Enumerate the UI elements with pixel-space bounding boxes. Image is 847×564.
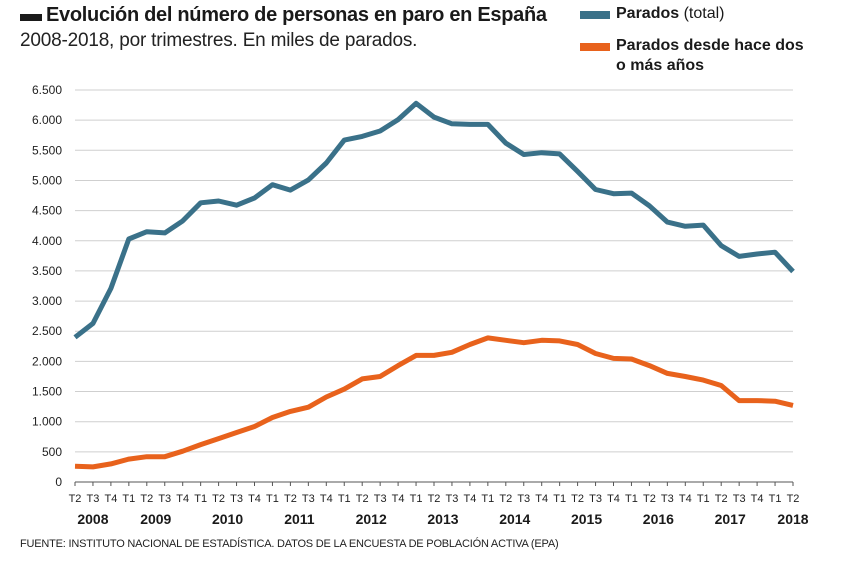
- legend-label-long-term: Parados desde hace dos o más años: [616, 37, 804, 74]
- x-tick-label: T3: [517, 493, 530, 505]
- series-line-long-term: [74, 335, 794, 470]
- x-tick-label: T3: [230, 493, 243, 505]
- x-tick-label: T1: [194, 493, 207, 505]
- x-tick-label: T2: [428, 493, 441, 505]
- x-tick-label: T1: [769, 493, 782, 505]
- legend-item-total: Parados (total): [580, 4, 840, 24]
- x-tick-label: T4: [679, 493, 692, 505]
- chart-legend: Parados (total) Parados desde hace dos o…: [580, 4, 840, 88]
- y-tick-label: 2.500: [32, 324, 62, 338]
- y-tick-label: 5.000: [32, 173, 62, 187]
- chart-subtitle: 2008-2018, por trimestres. En miles de p…: [20, 30, 418, 51]
- x-tick-label: T1: [122, 493, 135, 505]
- legend-swatch-long-term: [580, 43, 610, 51]
- chart-header: Evolución del número de personas en paro…: [20, 4, 560, 52]
- x-tick-label: T1: [410, 493, 423, 505]
- x-tick-label: T3: [87, 493, 100, 505]
- year-label: 2010: [212, 511, 243, 527]
- legend-swatch-total: [580, 11, 610, 19]
- x-tick-label: T2: [715, 493, 728, 505]
- x-tick-label: T4: [176, 493, 189, 505]
- x-tick-label: T1: [338, 493, 351, 505]
- x-tick-label: T2: [356, 493, 369, 505]
- x-tick-label: T1: [553, 493, 566, 505]
- x-tick-label: T4: [607, 493, 620, 505]
- y-tick-label: 3.000: [32, 294, 62, 308]
- x-tick-label: T4: [463, 493, 476, 505]
- x-tick-label: T1: [481, 493, 494, 505]
- legend-label-total: Parados (total): [616, 4, 725, 24]
- x-tick-label: T4: [392, 493, 405, 505]
- x-tick-label: T2: [284, 493, 297, 505]
- legend-label-total-sub: (total): [683, 5, 725, 22]
- x-tick-label: T2: [212, 493, 225, 505]
- x-tick-label: T4: [320, 493, 333, 505]
- legend-label-total-main: Parados: [616, 5, 680, 22]
- year-label: 2009: [140, 511, 171, 527]
- x-tick-label: T3: [374, 493, 387, 505]
- y-tick-label: 4.000: [32, 234, 62, 248]
- x-tick-label: T3: [661, 493, 674, 505]
- x-tick-label: T4: [751, 493, 764, 505]
- year-label: 2014: [499, 511, 530, 527]
- y-tick-label: 2.000: [32, 354, 62, 368]
- y-tick-label: 1.000: [32, 415, 62, 429]
- year-label: 2018: [777, 511, 808, 527]
- x-tick-label: T2: [140, 493, 153, 505]
- x-tick-label: T2: [499, 493, 512, 505]
- x-tick-label: T3: [302, 493, 315, 505]
- y-tick-label: 4.500: [32, 204, 62, 218]
- legend-item-long-term: Parados desde hace dos o más años: [580, 36, 840, 76]
- year-label: 2011: [284, 511, 315, 527]
- year-label: 2012: [356, 511, 387, 527]
- chart-title: Evolución del número de personas en paro…: [46, 4, 547, 26]
- source-note: FUENTE: INSTITUTO NACIONAL DE ESTADÍSTIC…: [20, 538, 559, 550]
- x-tick-label: T3: [446, 493, 459, 505]
- year-label: 2008: [77, 511, 108, 527]
- x-tick-label: T3: [733, 493, 746, 505]
- x-tick-label: T1: [266, 493, 279, 505]
- y-tick-label: 6.500: [32, 83, 62, 97]
- y-tick-label: 0: [55, 475, 62, 489]
- x-tick-label: T2: [643, 493, 656, 505]
- year-label: 2015: [571, 511, 602, 527]
- y-tick-label: 5.500: [32, 143, 62, 157]
- year-label: 2016: [643, 511, 674, 527]
- year-label: 2017: [715, 511, 746, 527]
- x-tick-label: T1: [625, 493, 638, 505]
- y-tick-label: 500: [42, 445, 62, 459]
- x-tick-label: T4: [535, 493, 548, 505]
- year-label: 2013: [427, 511, 458, 527]
- x-tick-label: T2: [787, 493, 800, 505]
- x-tick-label: T1: [697, 493, 710, 505]
- title-marker: [20, 14, 42, 21]
- title-row: Evolución del número de personas en paro…: [20, 4, 560, 27]
- x-tick-label: T2: [571, 493, 584, 505]
- x-tick-label: T3: [158, 493, 171, 505]
- x-tick-label: T3: [589, 493, 602, 505]
- x-tick-label: T2: [69, 493, 82, 505]
- y-tick-label: 1.500: [32, 385, 62, 399]
- y-tick-label: 6.000: [32, 113, 62, 127]
- series-line-total: [73, 100, 795, 340]
- x-tick-label: T4: [248, 493, 261, 505]
- y-tick-label: 3.500: [32, 264, 62, 278]
- x-tick-label: T4: [104, 493, 117, 505]
